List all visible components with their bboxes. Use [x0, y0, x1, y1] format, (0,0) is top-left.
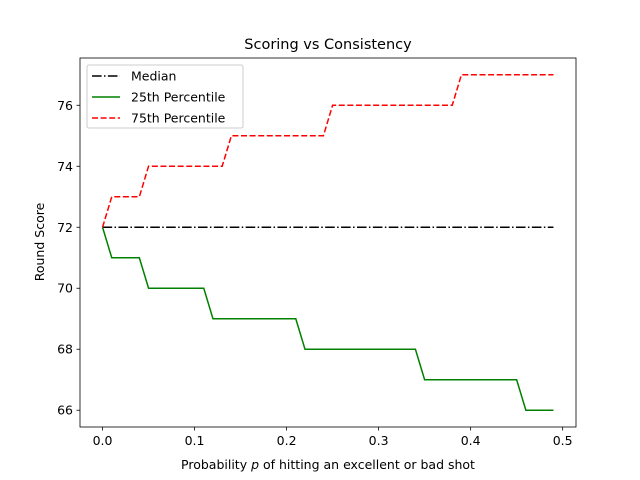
y-tick-label: 66 — [57, 403, 73, 418]
x-axis-label-suffix: of hitting an excellent or bad shot — [259, 457, 475, 472]
series-line-75th-percentile — [101, 74, 554, 228]
y-tick-label: 72 — [57, 220, 73, 235]
x-tick-label: 0.5 — [553, 433, 573, 448]
y-tick-label: 76 — [57, 98, 73, 113]
plot-lines — [101, 74, 554, 411]
legend-box — [86, 64, 244, 129]
legend-label-75th-percentile: 75th Percentile — [131, 111, 226, 126]
y-tick-label: 68 — [57, 342, 73, 357]
x-tick-label: 0.0 — [93, 433, 113, 448]
axes-frame — [79, 57, 577, 428]
legend: Median 25th Percentile 75th Percentile — [86, 64, 244, 129]
x-tick-label: 0.4 — [461, 433, 481, 448]
series-line-25th-percentile — [101, 227, 554, 411]
x-tick-label: 0.3 — [369, 433, 389, 448]
x-axis-label-prefix: Probability — [181, 457, 251, 472]
x-tick-label: 0.1 — [185, 433, 205, 448]
x-tick-label: 0.2 — [277, 433, 297, 448]
y-ticks: 66 68 70 72 74 76 — [57, 98, 80, 418]
x-axis-label-variable: p — [250, 457, 259, 472]
chart-title: Scoring vs Consistency — [244, 37, 412, 53]
legend-label-25th-percentile: 25th Percentile — [131, 90, 226, 105]
y-axis-label: Round Score — [32, 202, 47, 281]
x-ticks: 0.0 0.1 0.2 0.3 0.4 0.5 — [93, 427, 573, 448]
legend-label-median: Median — [131, 69, 176, 84]
x-axis-label: Probability p of hitting an excellent or… — [181, 457, 475, 472]
y-tick-label: 70 — [57, 281, 73, 296]
y-tick-label: 74 — [57, 159, 73, 174]
